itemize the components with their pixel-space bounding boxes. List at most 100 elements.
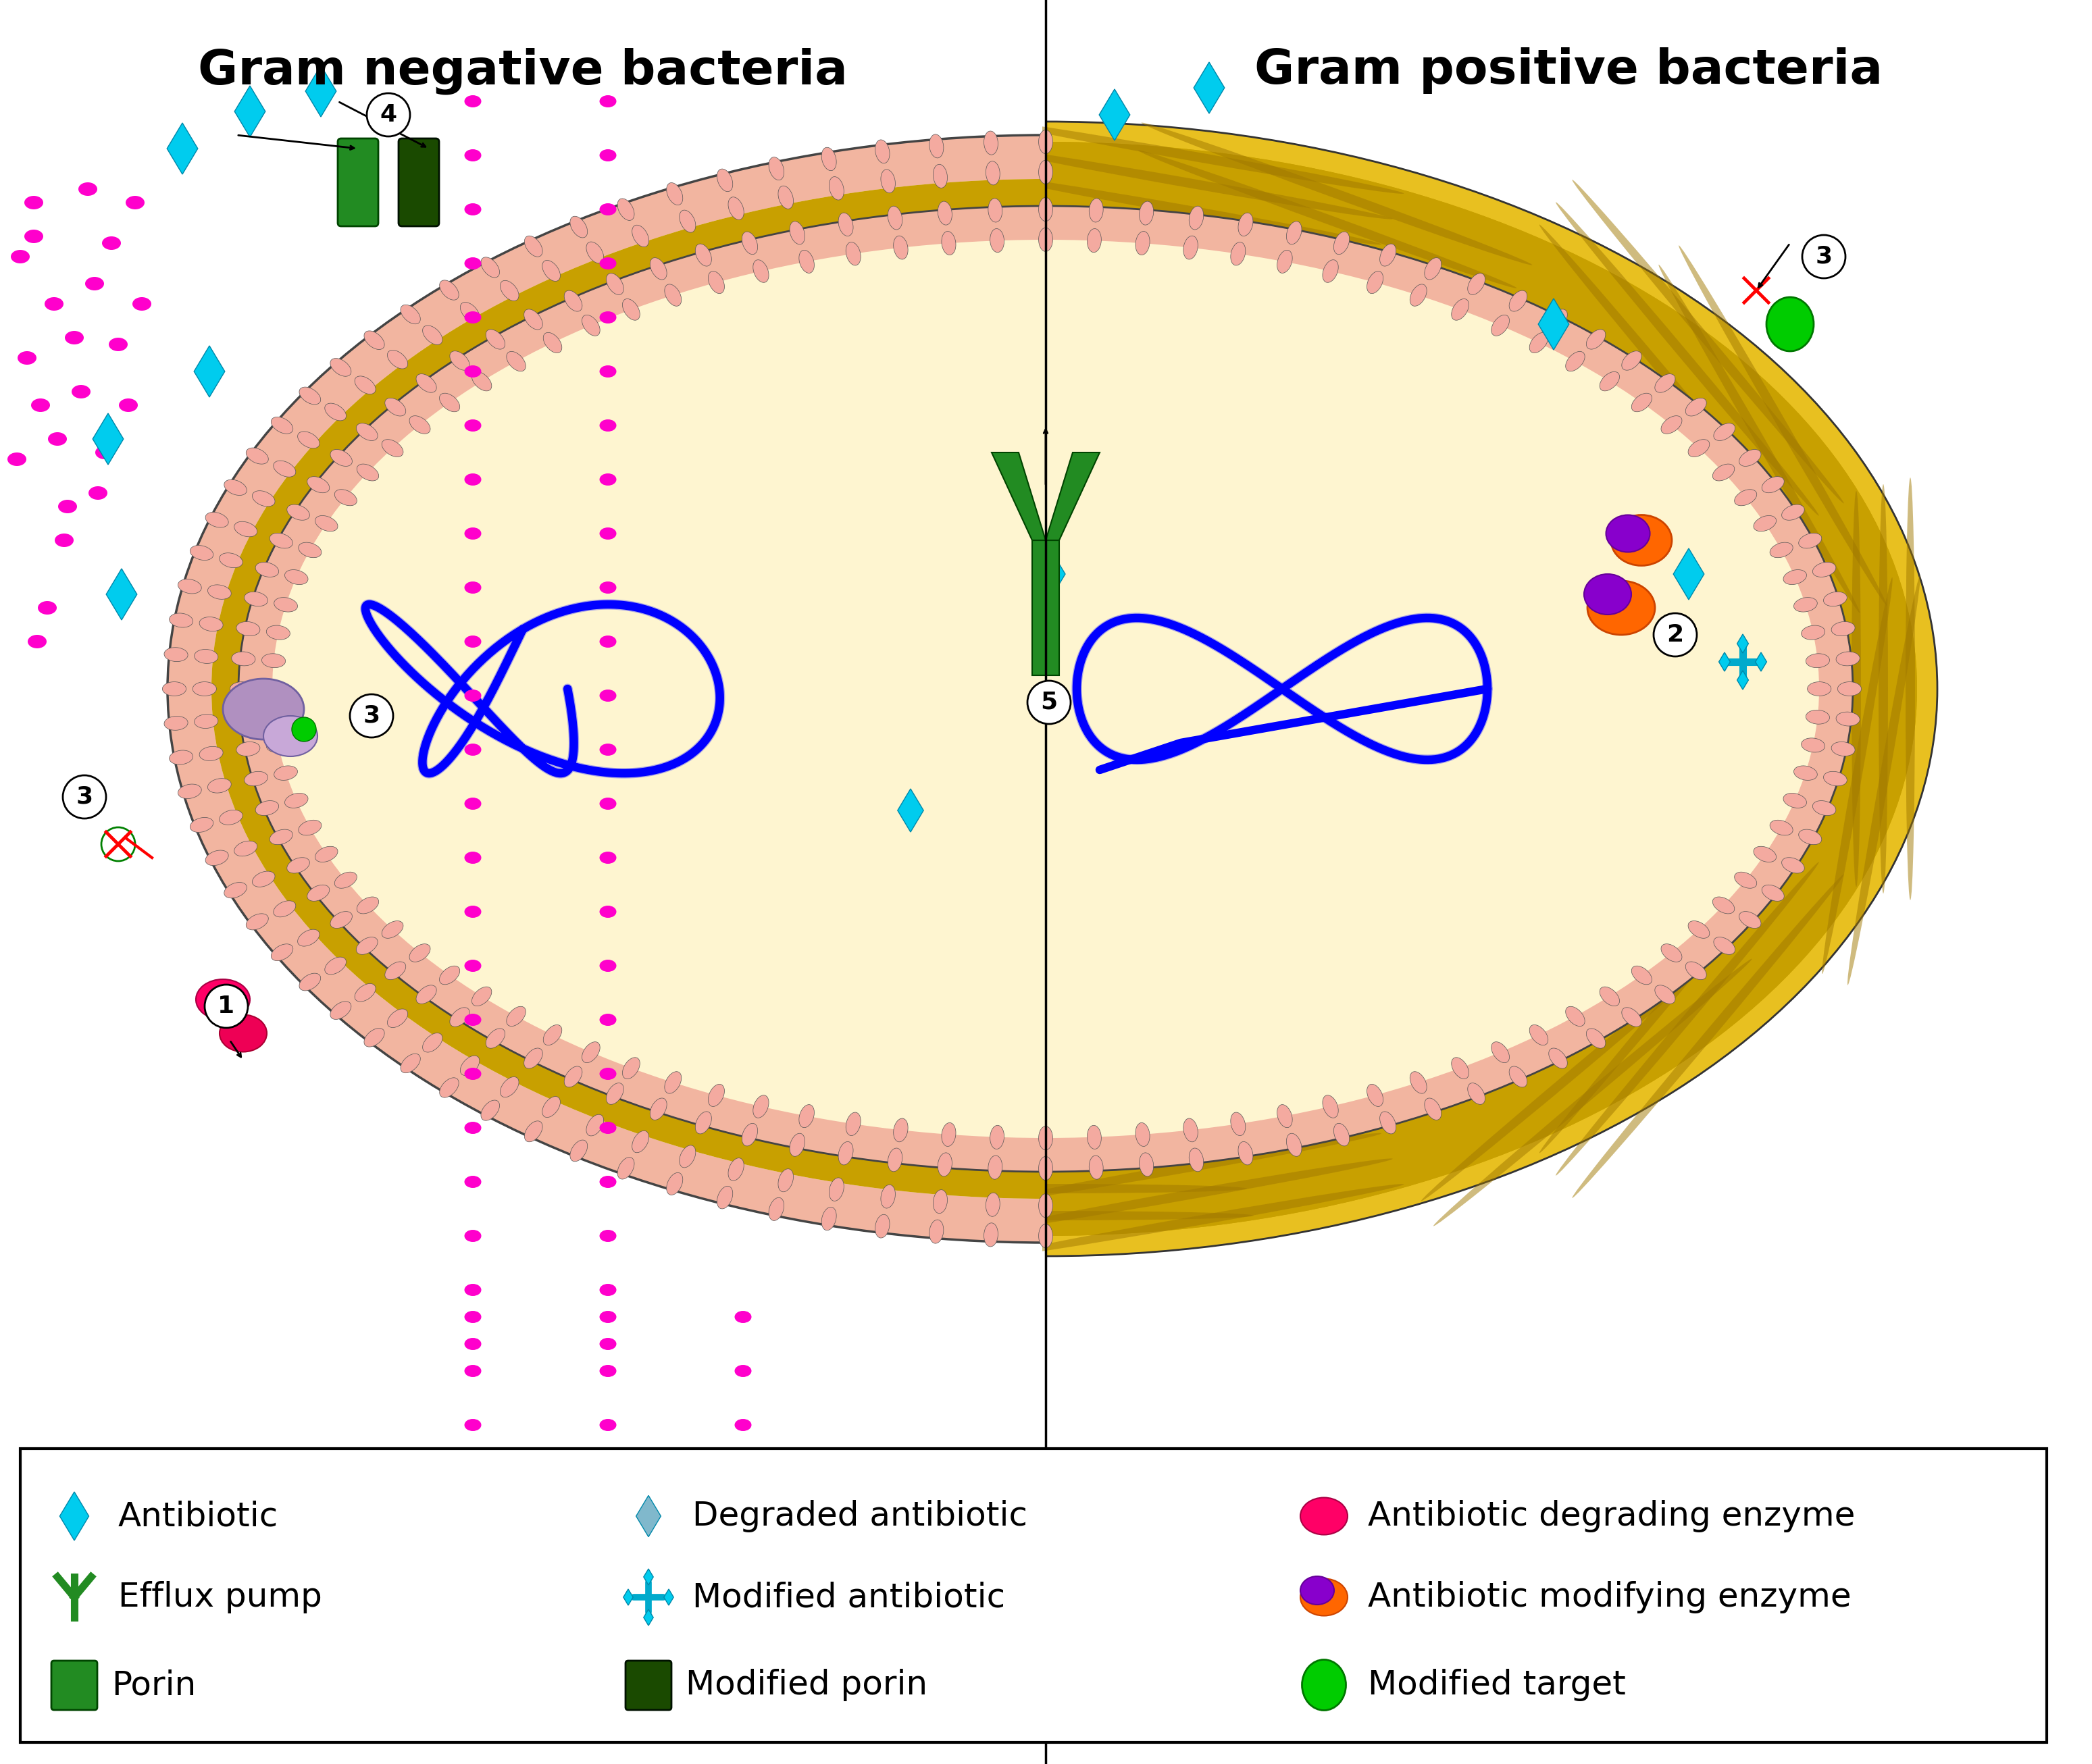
Ellipse shape: [1433, 958, 1753, 1226]
Ellipse shape: [778, 1170, 793, 1192]
Ellipse shape: [600, 1014, 617, 1027]
Text: Modified target: Modified target: [1368, 1669, 1625, 1700]
Ellipse shape: [1830, 743, 1856, 757]
Ellipse shape: [1799, 533, 1822, 549]
Ellipse shape: [1556, 863, 1818, 1175]
Ellipse shape: [1782, 505, 1805, 520]
Ellipse shape: [1565, 1007, 1586, 1027]
Ellipse shape: [937, 1152, 952, 1177]
Ellipse shape: [439, 393, 460, 411]
Ellipse shape: [990, 1159, 1393, 1230]
Polygon shape: [1046, 453, 1100, 540]
Ellipse shape: [31, 399, 50, 413]
Ellipse shape: [464, 527, 481, 540]
Ellipse shape: [224, 480, 247, 496]
Ellipse shape: [197, 979, 249, 1020]
Ellipse shape: [167, 136, 1925, 1242]
Ellipse shape: [192, 683, 215, 695]
Ellipse shape: [1038, 228, 1052, 252]
Ellipse shape: [195, 714, 218, 729]
Ellipse shape: [600, 797, 617, 810]
Ellipse shape: [1238, 213, 1253, 236]
Text: 2: 2: [1667, 623, 1684, 646]
Ellipse shape: [881, 1185, 895, 1208]
Ellipse shape: [1410, 284, 1427, 307]
Ellipse shape: [423, 326, 441, 344]
Ellipse shape: [1556, 203, 1818, 515]
Ellipse shape: [86, 277, 105, 291]
Ellipse shape: [481, 258, 500, 277]
Ellipse shape: [71, 385, 90, 399]
Polygon shape: [234, 86, 266, 138]
Ellipse shape: [1753, 847, 1776, 863]
Ellipse shape: [274, 460, 295, 476]
Circle shape: [63, 776, 107, 818]
Ellipse shape: [1686, 961, 1707, 979]
Ellipse shape: [464, 905, 481, 917]
Ellipse shape: [234, 522, 257, 536]
Ellipse shape: [220, 810, 243, 826]
Ellipse shape: [1565, 351, 1586, 370]
Ellipse shape: [473, 372, 492, 392]
Ellipse shape: [607, 273, 623, 295]
Ellipse shape: [54, 533, 73, 547]
Ellipse shape: [1713, 423, 1734, 441]
Ellipse shape: [632, 226, 649, 247]
Ellipse shape: [1782, 857, 1805, 873]
Ellipse shape: [285, 794, 308, 808]
Ellipse shape: [169, 750, 192, 764]
Ellipse shape: [272, 944, 293, 961]
Ellipse shape: [299, 542, 322, 557]
Ellipse shape: [1038, 131, 1052, 153]
Ellipse shape: [582, 316, 600, 335]
Ellipse shape: [941, 231, 956, 256]
Ellipse shape: [335, 871, 358, 889]
Circle shape: [291, 718, 316, 741]
Ellipse shape: [8, 453, 27, 466]
Polygon shape: [644, 1609, 653, 1626]
Ellipse shape: [542, 1097, 561, 1117]
Ellipse shape: [929, 1219, 943, 1244]
Ellipse shape: [600, 905, 617, 917]
Ellipse shape: [582, 1043, 600, 1062]
Ellipse shape: [450, 1007, 469, 1027]
Ellipse shape: [1753, 515, 1776, 531]
Ellipse shape: [799, 250, 814, 273]
Ellipse shape: [1452, 1057, 1469, 1080]
FancyBboxPatch shape: [52, 1660, 96, 1709]
Ellipse shape: [178, 579, 201, 594]
Text: 4: 4: [381, 104, 397, 127]
Ellipse shape: [600, 1311, 617, 1323]
Ellipse shape: [600, 258, 617, 270]
Ellipse shape: [270, 533, 293, 549]
Ellipse shape: [297, 930, 320, 946]
Ellipse shape: [464, 1473, 481, 1485]
Ellipse shape: [933, 164, 948, 189]
Ellipse shape: [586, 1115, 605, 1136]
Ellipse shape: [383, 921, 404, 938]
Polygon shape: [61, 1492, 88, 1540]
Ellipse shape: [266, 737, 291, 751]
Ellipse shape: [207, 586, 232, 600]
Ellipse shape: [331, 912, 351, 928]
Ellipse shape: [65, 332, 84, 344]
Ellipse shape: [695, 243, 711, 266]
Ellipse shape: [464, 1177, 481, 1187]
Ellipse shape: [1801, 626, 1824, 640]
Ellipse shape: [1661, 416, 1682, 434]
Ellipse shape: [163, 647, 188, 662]
Ellipse shape: [565, 1065, 582, 1087]
Polygon shape: [623, 1589, 634, 1605]
Ellipse shape: [728, 1157, 745, 1180]
Ellipse shape: [1038, 161, 1052, 183]
Ellipse shape: [1322, 259, 1339, 282]
Ellipse shape: [77, 182, 96, 196]
Ellipse shape: [25, 229, 44, 243]
Ellipse shape: [600, 1122, 617, 1134]
Ellipse shape: [485, 1028, 504, 1048]
FancyBboxPatch shape: [21, 1448, 2046, 1743]
Ellipse shape: [416, 374, 437, 393]
Ellipse shape: [169, 614, 192, 628]
Ellipse shape: [565, 291, 582, 312]
Ellipse shape: [464, 1284, 481, 1297]
